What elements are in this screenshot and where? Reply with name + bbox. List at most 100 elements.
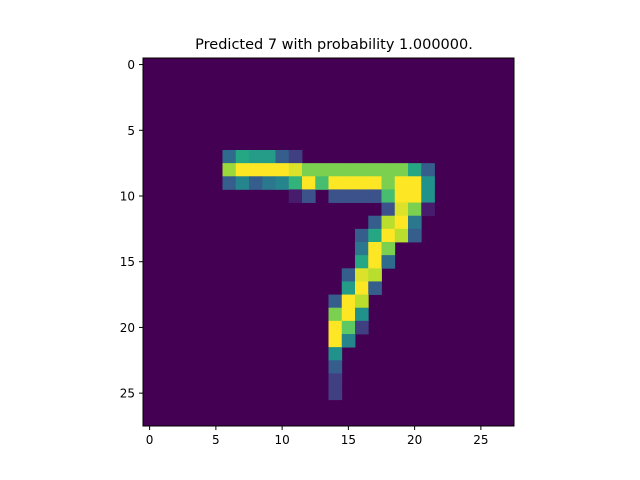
- heatmap-cell: [222, 163, 237, 177]
- heatmap-cell: [328, 307, 343, 322]
- heatmap-cell: [275, 150, 290, 164]
- heatmap-cell: [262, 163, 276, 177]
- heatmap-cell: [341, 320, 356, 335]
- heatmap-cell: [341, 307, 356, 322]
- heatmap-cell: [288, 176, 303, 190]
- heatmap-cell: [341, 176, 356, 190]
- heatmap-cell: [302, 176, 316, 190]
- heatmap-cell: [341, 281, 356, 295]
- heatmap-cell: [328, 373, 343, 387]
- heatmap-cell: [328, 320, 343, 335]
- heatmap-cell: [368, 228, 382, 243]
- x-tick-label: 25: [473, 433, 488, 447]
- heatmap-cell: [222, 150, 237, 164]
- heatmap-cell: [355, 242, 369, 256]
- axes-frame: [142, 57, 515, 427]
- x-tick-label: 10: [274, 433, 289, 447]
- heatmap-cell: [355, 163, 369, 177]
- heatmap-cell: [355, 255, 369, 269]
- heatmap-cell: [381, 215, 396, 230]
- heatmap-cell: [302, 163, 316, 177]
- heatmap-cell: [222, 176, 237, 190]
- heatmap-cell: [408, 176, 422, 190]
- x-tick-label: 15: [341, 433, 356, 447]
- heatmap-cell: [355, 176, 369, 190]
- y-tick-label: 25: [120, 387, 135, 401]
- heatmap-cell: [394, 189, 409, 203]
- heatmap-cell: [355, 228, 369, 243]
- heatmap-cell: [368, 163, 382, 177]
- heatmap-cell: [235, 150, 250, 164]
- heatmap-cell: [408, 202, 422, 217]
- heatmap-cell: [355, 281, 369, 295]
- heatmap-cell: [328, 294, 343, 309]
- heatmap-cell: [408, 215, 422, 230]
- x-axis: 0 5 10 15 20 25: [146, 426, 489, 447]
- heatmap-cell: [381, 202, 396, 217]
- heatmap-cells: [222, 150, 435, 401]
- heatmap-cell: [394, 163, 409, 177]
- heatmap-cell: [381, 189, 396, 203]
- heatmap-cell: [288, 189, 303, 203]
- heatmap-cell: [235, 163, 250, 177]
- heatmap-cell: [315, 176, 329, 190]
- heatmap-cell: [355, 307, 369, 322]
- heatmap-cell: [355, 320, 369, 335]
- heatmap-cell: [249, 163, 263, 177]
- heatmap-cell: [408, 189, 422, 203]
- heatmap-cell: [288, 150, 303, 164]
- heatmap-cell: [249, 150, 263, 164]
- heatmap-cell: [368, 242, 382, 256]
- heatmap-cell: [355, 189, 369, 203]
- heatmap-cell: [381, 242, 396, 256]
- heatmap-cell: [275, 176, 290, 190]
- heatmap-cell: [328, 189, 343, 203]
- heatmap-cell: [421, 189, 435, 203]
- heatmap-cell: [368, 189, 382, 203]
- y-tick-label: 10: [120, 190, 135, 204]
- heatmap-cell: [302, 189, 316, 203]
- heatmap-cell: [341, 163, 356, 177]
- x-tick-label: 0: [146, 433, 154, 447]
- heatmap-cell: [262, 176, 276, 190]
- x-tick-label: 5: [212, 433, 220, 447]
- heatmap-cell: [381, 228, 396, 243]
- y-tick-label: 5: [127, 124, 135, 138]
- heatmap-cell: [394, 202, 409, 217]
- heatmap-cell: [368, 215, 382, 230]
- heatmap-cell: [275, 163, 290, 177]
- heatmap-cell: [328, 386, 343, 401]
- heatmap-cell: [355, 268, 369, 282]
- heatmap-cell: [394, 215, 409, 230]
- heatmap-cell: [262, 150, 276, 164]
- heatmap-cell: [249, 176, 263, 190]
- y-tick-label: 0: [127, 58, 135, 72]
- heatmap-cell: [235, 176, 250, 190]
- heatmap-cell: [328, 334, 343, 348]
- heatmap-cell: [368, 255, 382, 269]
- x-tick-label: 20: [407, 433, 422, 447]
- heatmap-cell: [421, 176, 435, 190]
- heatmap-cell: [381, 163, 396, 177]
- heatmap-cell: [368, 176, 382, 190]
- heatmap-cell: [394, 176, 409, 190]
- plot-area: [142, 57, 515, 427]
- heatmap-cell: [394, 228, 409, 243]
- heatmap-cell: [408, 228, 422, 243]
- heatmap-cell: [381, 176, 396, 190]
- heatmap-cell: [328, 176, 343, 190]
- heatmap-cell: [421, 163, 435, 177]
- chart-title: Predicted 7 with probability 1.000000.: [195, 37, 473, 53]
- heatmap-cell: [381, 255, 396, 269]
- heatmap-cell: [328, 347, 343, 361]
- heatmap-cell: [328, 360, 343, 374]
- y-axis: 0 5 10 15 20 25: [120, 58, 143, 401]
- heatmap-cell: [341, 268, 356, 282]
- y-tick-label: 20: [120, 321, 135, 335]
- heatmap-cell: [341, 189, 356, 203]
- heatmap-cell: [328, 163, 343, 177]
- heatmap-cell: [341, 334, 356, 348]
- heatmap-cell: [288, 163, 303, 177]
- heatmap-cell: [368, 281, 382, 295]
